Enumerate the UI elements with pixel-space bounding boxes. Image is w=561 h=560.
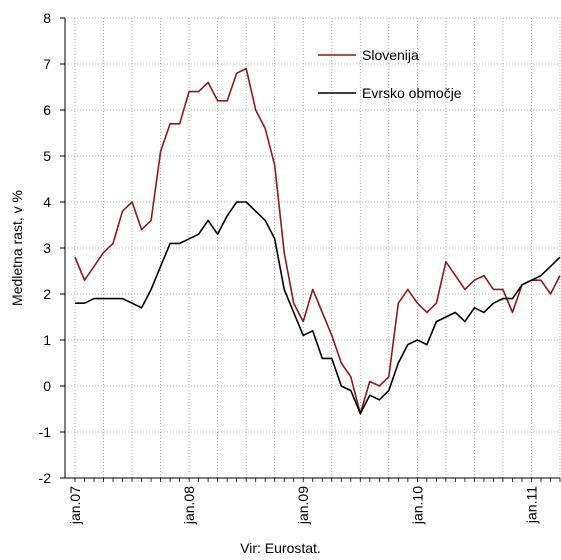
legend-label: Evrsko območje [362,85,462,101]
legend: Slovenija Evrsko območje [318,47,462,101]
y-tick-label: 4 [43,194,51,210]
y-tick-label: 0 [43,378,51,394]
y-tick-label: -1 [39,424,52,440]
x-tick-label: jan.07 [67,486,83,525]
legend-label: Slovenija [362,47,419,63]
y-tick-label: 8 [43,10,51,26]
x-tick-label: jan.09 [295,486,311,525]
y-tick-label: 6 [43,102,51,118]
grid-lines [65,17,561,478]
x-tick-label: jan.10 [409,486,425,525]
y-tick-label: 1 [43,332,51,348]
y-tick-label: 2 [43,286,51,302]
y-axis-title: Medletna rast, v % [9,190,25,306]
series-lines [74,67,561,415]
y-tick-label: -2 [39,470,52,486]
y-tick-label: 5 [43,148,51,164]
series-line-slovenija [74,67,561,415]
y-axis-ticks: 8 7 6 5 4 3 2 1 0 -1 -2 [39,10,65,486]
x-tick-label: jan.11 [523,486,539,524]
y-tick-label: 7 [43,56,51,72]
x-axis-ticks: jan.07 jan.08 jan.09 jan.10 jan.11 [67,478,561,525]
y-tick-label: 3 [43,240,51,256]
series-line-evrsko-območje [75,201,561,415]
source-note: Vir: Eurostat. [240,540,321,556]
x-tick-label: jan.08 [181,486,197,525]
